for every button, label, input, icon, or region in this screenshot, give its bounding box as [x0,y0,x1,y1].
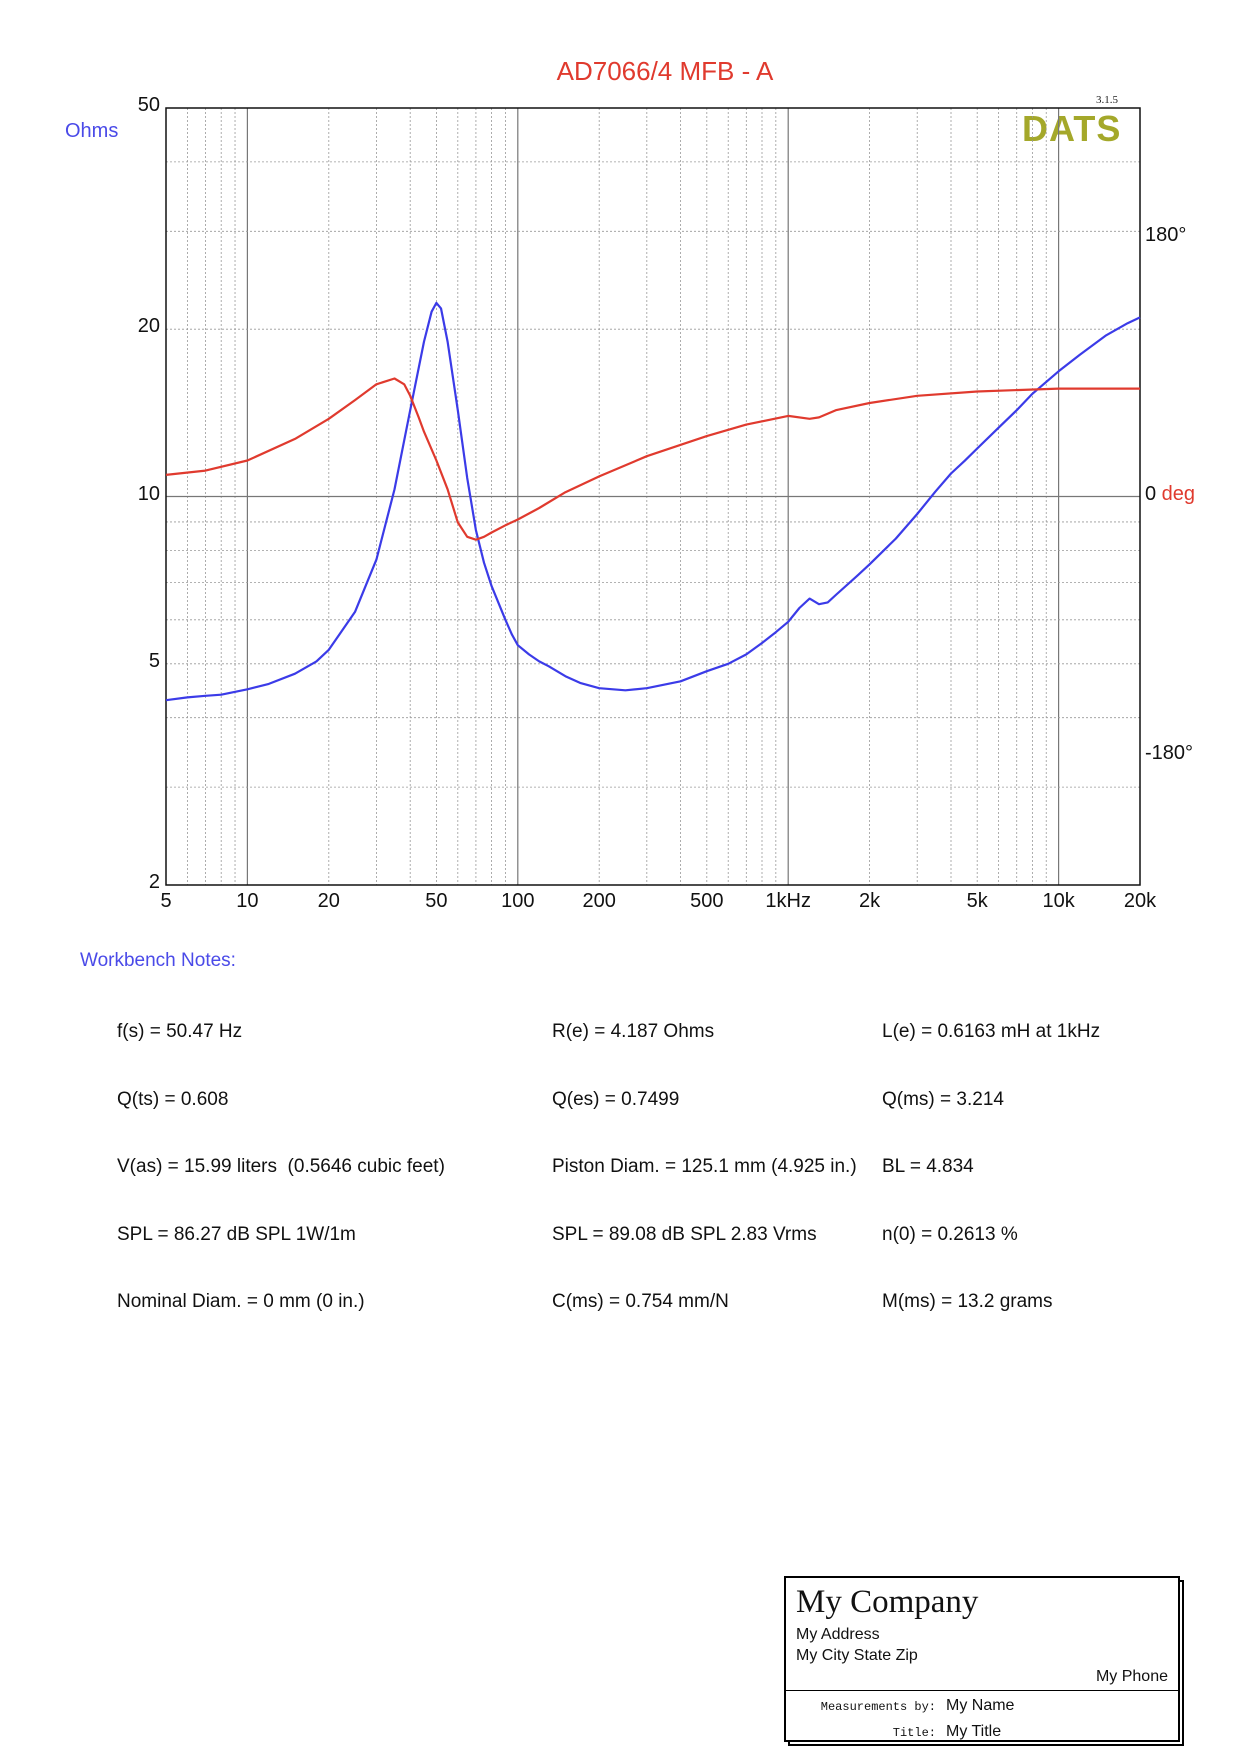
note-line: M(ms) = 13.2 grams [882,1291,1053,1312]
note-line: Nominal Diam. = 0 mm (0 in.) [117,1291,365,1312]
notes-column-2: R(e) = 4.187 Ohms Q(es) = 0.7499 Piston … [552,976,857,1359]
x-tick-label: 20k [1123,890,1157,912]
plot-frame [165,107,1141,886]
x-tick-label: 50 [425,890,448,912]
company-address: My Address [796,1626,880,1643]
company-city: My City State Zip [796,1647,918,1664]
y-tick-label: 50 [137,94,160,116]
x-tick-label: 20 [317,890,340,912]
note-line: Q(ms) = 3.214 [882,1088,1004,1110]
x-tick-label: 500 [690,890,724,912]
workbench-notes: Workbench Notes: f(s) = 50.47 Hz Q(ts) =… [80,950,1100,1312]
note-line: L(e) = 0.6163 mH at 1kHz [882,1021,1101,1042]
note-line: SPL = 86.27 dB SPL 1W/1m [117,1223,356,1245]
note-line: SPL = 89.08 dB SPL 2.83 Vrms [552,1223,817,1245]
title-block-divider [786,1690,1178,1691]
notes-title: Workbench Notes: [80,950,236,971]
note-line: f(s) = 50.47 Hz [117,1021,243,1042]
note-line: Q(ts) = 0.608 [117,1088,229,1110]
dats-logo: DATS [1022,108,1122,149]
title-block: My Company My Address My City State Zip … [784,1576,1180,1742]
phase-tick-label: 0 deg [1145,482,1196,505]
x-tick-label: 200 [582,890,616,912]
y-tick-label: 10 [137,482,160,505]
company-name: My Company [796,1584,979,1620]
x-tick-label: 10k [1042,890,1075,912]
note-line: n(0) = 0.2613 % [882,1223,1018,1245]
x-tick-label: 100 [501,890,535,912]
chart-title: AD7066/4 MFB - A [556,56,774,86]
title-label: Title: [892,1726,936,1740]
measured-by-value: My Name [946,1697,1015,1714]
title-value: My Title [946,1723,1002,1740]
phase-unit-label: deg [1156,482,1196,505]
x-tick-label: 10 [236,890,259,912]
measured-by-label: Measurements by: [820,1700,936,1714]
x-tick-label: 5k [966,890,988,912]
notes-column-3: L(e) = 0.6163 mH at 1kHz Q(ms) = 3.214 B… [882,976,1100,1359]
phase-tick-label: 180° [1145,223,1187,246]
note-line: R(e) = 4.187 Ohms [552,1021,715,1042]
note-line: Piston Diam. = 125.1 mm (4.925 in.) [552,1156,857,1177]
note-line: V(as) = 15.99 liters (0.5646 cubic feet) [117,1156,445,1177]
impedance-chart [165,107,1141,886]
impedance-line [165,301,1141,702]
company-phone: My Phone [1095,1668,1168,1685]
note-line: C(ms) = 0.754 mm/N [552,1291,729,1312]
note-line: Q(es) = 0.7499 [552,1088,680,1110]
notes-column-1: f(s) = 50.47 Hz Q(ts) = 0.608 V(as) = 15… [117,976,445,1359]
x-tick-label: 2k [859,890,881,912]
phase-tick-label: -180° [1145,741,1194,764]
phase-line [165,377,1140,541]
y-tick-label: 20 [137,315,160,338]
y-tick-label: 2 [148,871,160,893]
version-label: 3.1.5 [1096,94,1118,106]
note-line: BL = 4.834 [882,1156,974,1177]
x-tick-label: 5 [160,890,172,912]
y-tick-label: 5 [148,649,160,672]
x-tick-label: 1kHz [765,890,811,912]
y-axis-label: Ohms [65,120,119,142]
